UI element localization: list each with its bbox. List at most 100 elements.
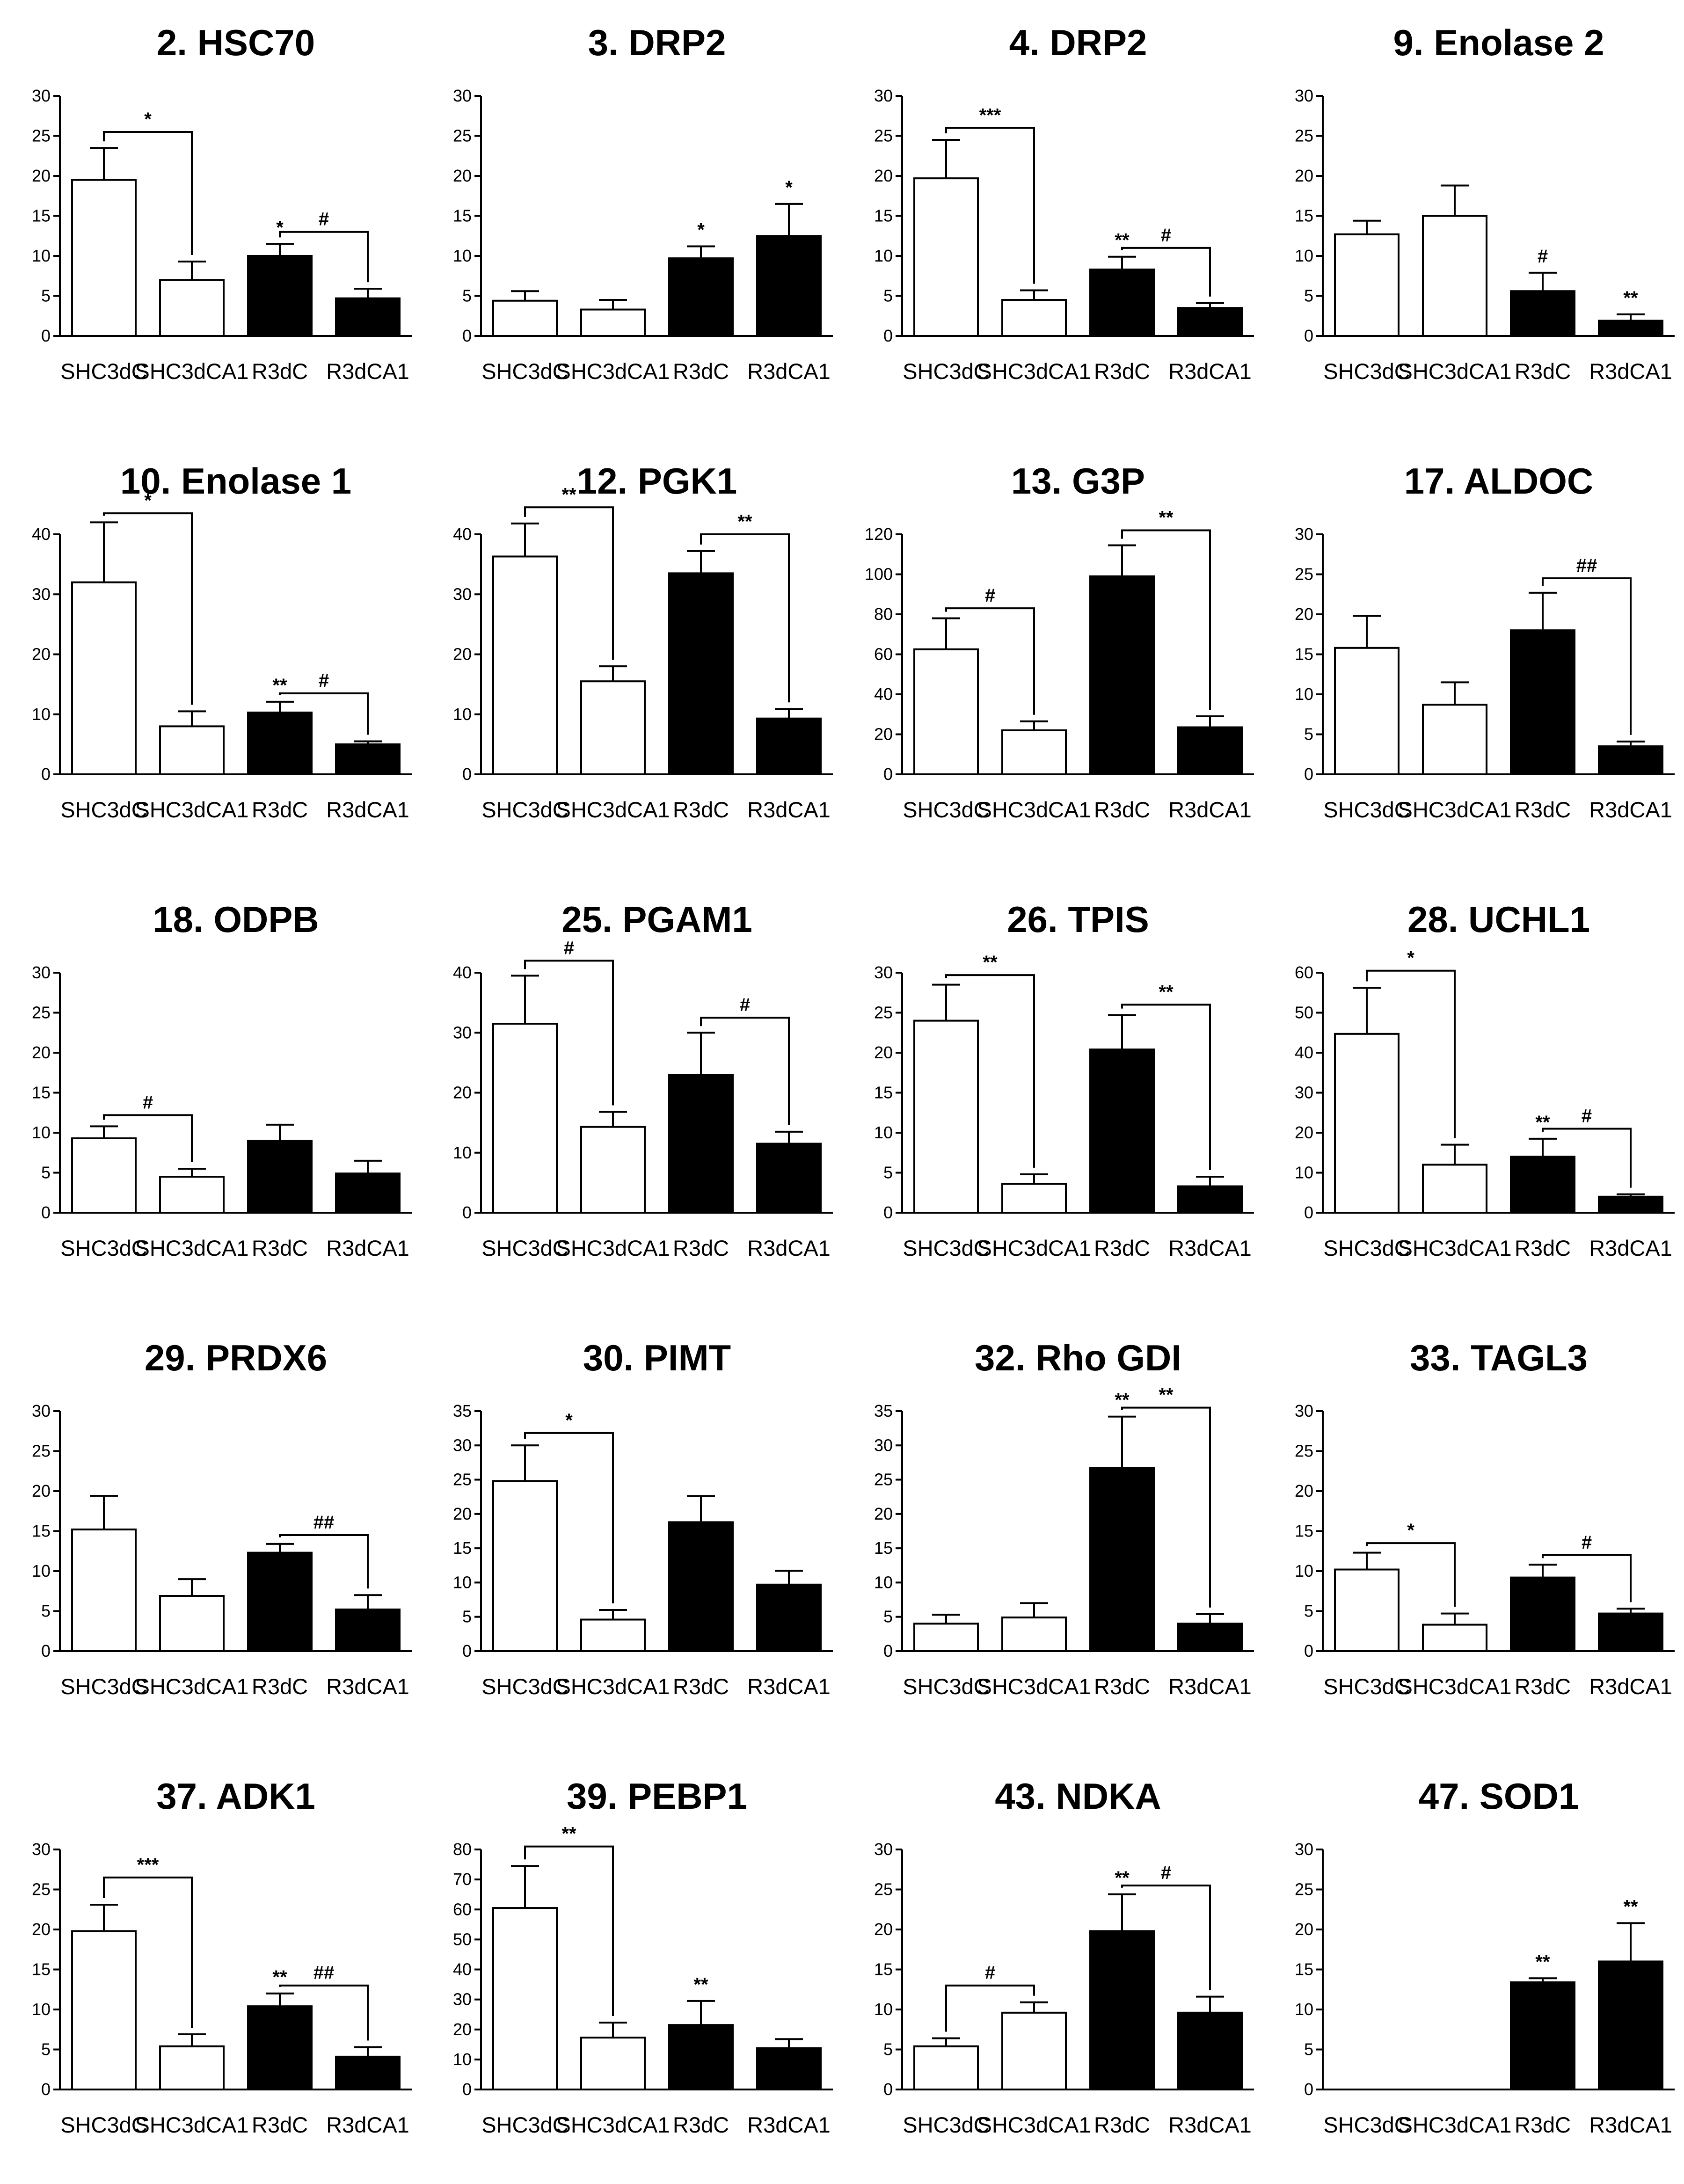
y-tick-label: 20 bbox=[874, 725, 893, 744]
y-tick-label: 30 bbox=[874, 1435, 893, 1455]
y-tick-label: 5 bbox=[883, 1607, 893, 1626]
chart-title: 10. Enolase 1 bbox=[120, 460, 351, 502]
x-tick-label: SHC3dCA1 bbox=[977, 359, 1091, 384]
bar-r3dc bbox=[668, 1521, 734, 1652]
x-tick-label: SHC3dCA1 bbox=[135, 1236, 249, 1260]
y-tick-label: 0 bbox=[883, 764, 893, 784]
y-tick-label: 50 bbox=[453, 1929, 472, 1949]
bar-r3dc bbox=[668, 2024, 734, 2090]
x-tick-label: R3dCA1 bbox=[326, 359, 409, 384]
y-tick-label: 5 bbox=[883, 286, 893, 306]
bar-shc3dca1 bbox=[1422, 1164, 1487, 1214]
x-tick-label: R3dCA1 bbox=[747, 1674, 831, 1699]
significance-bracket bbox=[524, 1432, 614, 1604]
bar-shc3dc bbox=[71, 1137, 137, 1214]
y-tick-label: 20 bbox=[874, 1504, 893, 1523]
y-tick-label: 10 bbox=[32, 2000, 51, 2019]
bar-r3dc bbox=[1089, 1930, 1155, 2090]
y-tick-label: 10 bbox=[874, 2000, 893, 2019]
significance-label: ** bbox=[737, 511, 752, 532]
bar-r3dca1 bbox=[1177, 726, 1243, 775]
x-tick-label: R3dC bbox=[1515, 1674, 1571, 1699]
y-tick-label: 10 bbox=[453, 705, 472, 724]
bar-shc3dc bbox=[913, 1623, 979, 1652]
bar-shc3dca1 bbox=[1422, 704, 1487, 775]
bar-shc3dca1 bbox=[580, 308, 646, 337]
significance-label: * bbox=[144, 490, 152, 511]
x-tick-label: R3dC bbox=[1515, 2112, 1571, 2137]
y-tick-label: 0 bbox=[462, 2080, 472, 2099]
y-tick-label: 5 bbox=[462, 1607, 472, 1626]
y-tick-label: 10 bbox=[453, 1143, 472, 1162]
bar-r3dca1 bbox=[1177, 1185, 1243, 1214]
bar-r3dca1 bbox=[1598, 1612, 1663, 1653]
significance-label: *** bbox=[137, 1855, 159, 1875]
y-tick-label: 30 bbox=[32, 584, 51, 604]
significance-label: ## bbox=[313, 1512, 335, 1533]
significance-label: # bbox=[319, 209, 329, 230]
x-tick-label: SHC3dC bbox=[60, 1674, 147, 1699]
y-tick-label: 15 bbox=[1295, 1522, 1313, 1541]
bar-shc3dca1 bbox=[159, 1595, 225, 1653]
y-tick-label: 20 bbox=[32, 1043, 51, 1062]
significance-bracket bbox=[103, 1114, 193, 1162]
bar-r3dca1 bbox=[756, 717, 822, 775]
y-tick-label: 60 bbox=[453, 1900, 472, 1919]
chart-title: 37. ADK1 bbox=[156, 1776, 315, 1817]
y-tick-label: 20 bbox=[453, 1504, 472, 1523]
y-tick-label: 40 bbox=[32, 524, 51, 544]
bar-r3dc bbox=[247, 255, 313, 337]
y-tick-label: 15 bbox=[874, 1538, 893, 1558]
significance-label: ** bbox=[983, 952, 998, 973]
x-tick-label: SHC3dC bbox=[1323, 1674, 1410, 1699]
y-tick-label: 5 bbox=[1304, 286, 1313, 306]
significance-label: ** bbox=[272, 1967, 287, 1987]
x-tick-label: R3dC bbox=[1094, 797, 1150, 822]
bar-r3dca1 bbox=[335, 1172, 401, 1214]
y-tick-label: 20 bbox=[874, 1043, 893, 1062]
y-tick-label: 30 bbox=[32, 86, 51, 105]
bar-shc3dca1 bbox=[580, 1618, 646, 1653]
bar-shc3dc bbox=[492, 1023, 558, 1214]
y-tick-label: 0 bbox=[883, 326, 893, 345]
y-tick-label: 5 bbox=[41, 1602, 51, 1621]
bar-shc3dca1 bbox=[1001, 2011, 1067, 2091]
significance-label: # bbox=[1582, 1106, 1592, 1126]
significance-bracket bbox=[279, 231, 369, 283]
y-tick-label: 35 bbox=[453, 1401, 472, 1420]
y-tick-label: 15 bbox=[874, 1083, 893, 1102]
y-tick-label: 20 bbox=[874, 1920, 893, 1939]
x-tick-label: R3dCA1 bbox=[1168, 1236, 1252, 1260]
significance-label: # bbox=[740, 995, 750, 1015]
bar-shc3dc bbox=[1334, 1568, 1400, 1653]
bar-r3dc bbox=[1089, 575, 1155, 775]
y-tick-label: 30 bbox=[453, 584, 472, 604]
significance-bracket bbox=[700, 533, 790, 703]
bar-shc3dc bbox=[492, 555, 558, 775]
y-tick-label: 30 bbox=[453, 1435, 472, 1455]
y-tick-label: 5 bbox=[883, 1163, 893, 1182]
x-tick-label: R3dC bbox=[1094, 1236, 1150, 1260]
y-tick-label: 0 bbox=[41, 326, 51, 345]
y-tick-label: 35 bbox=[874, 1401, 893, 1420]
bar-r3dc bbox=[247, 711, 313, 776]
x-tick-label: SHC3dCA1 bbox=[1398, 2112, 1512, 2137]
y-tick-label: 0 bbox=[41, 2080, 51, 2099]
bar-shc3dc bbox=[492, 1480, 558, 1652]
x-tick-label: R3dC bbox=[1515, 1236, 1571, 1260]
x-tick-label: SHC3dCA1 bbox=[977, 1236, 1091, 1260]
significance-label: ** bbox=[1159, 507, 1174, 528]
bar-shc3dca1 bbox=[159, 725, 225, 776]
y-tick-label: 10 bbox=[453, 2050, 472, 2069]
y-tick-label: 20 bbox=[32, 1920, 51, 1939]
bar-shc3dca1 bbox=[159, 2045, 225, 2090]
y-tick-label: 10 bbox=[1295, 246, 1313, 265]
y-tick-label: 25 bbox=[32, 126, 51, 146]
significance-label: # bbox=[1161, 1863, 1171, 1883]
bar-shc3dc bbox=[1334, 647, 1400, 775]
y-tick-label: 30 bbox=[874, 1840, 893, 1859]
chart-title: 28. UCHL1 bbox=[1407, 899, 1590, 940]
y-tick-label: 20 bbox=[32, 166, 51, 185]
